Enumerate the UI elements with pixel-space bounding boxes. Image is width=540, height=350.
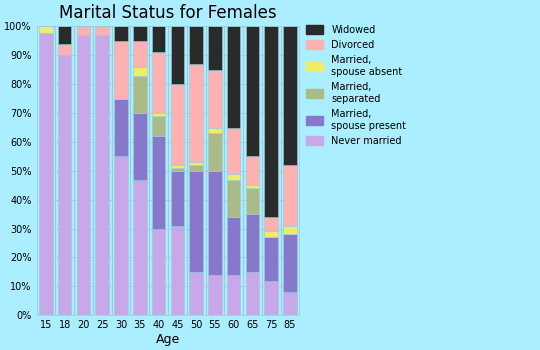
Title: Marital Status for Females: Marital Status for Females xyxy=(59,4,277,22)
Bar xyxy=(133,76,146,113)
Bar xyxy=(133,180,146,315)
Bar xyxy=(171,84,184,165)
Bar xyxy=(208,127,221,133)
Bar xyxy=(246,272,259,315)
Bar xyxy=(246,185,259,188)
Bar xyxy=(246,27,259,156)
Bar xyxy=(114,156,128,315)
Bar xyxy=(96,27,109,35)
Bar xyxy=(246,188,259,214)
Bar xyxy=(152,136,165,229)
Bar xyxy=(284,165,297,226)
Bar xyxy=(265,281,278,315)
Bar xyxy=(133,113,146,180)
Bar xyxy=(190,27,203,64)
Bar xyxy=(171,27,184,84)
Bar xyxy=(133,67,146,76)
Bar xyxy=(152,27,165,52)
Bar xyxy=(171,168,184,171)
Bar xyxy=(227,180,240,217)
Bar xyxy=(77,27,90,35)
Bar xyxy=(208,275,221,315)
Bar xyxy=(190,162,203,165)
X-axis label: Age: Age xyxy=(156,333,180,346)
Bar xyxy=(58,55,71,315)
Bar xyxy=(133,41,146,67)
Bar xyxy=(96,35,109,315)
Bar xyxy=(152,116,165,136)
Bar xyxy=(171,165,184,168)
Bar xyxy=(284,226,297,234)
Bar xyxy=(39,33,53,315)
Bar xyxy=(133,27,146,41)
Bar xyxy=(284,234,297,292)
Bar xyxy=(246,156,259,185)
Bar xyxy=(152,113,165,116)
Bar xyxy=(152,229,165,315)
Bar xyxy=(190,272,203,315)
Bar xyxy=(265,237,278,281)
Bar xyxy=(152,52,165,113)
Bar xyxy=(265,231,278,237)
Bar xyxy=(171,226,184,315)
Bar xyxy=(265,27,278,217)
Bar xyxy=(190,64,203,162)
Bar xyxy=(58,44,71,55)
Bar xyxy=(227,174,240,180)
Bar xyxy=(227,127,240,174)
Bar xyxy=(227,275,240,315)
Bar xyxy=(190,171,203,272)
Legend: Widowed, Divorced, Married,
spouse absent, Married,
separated, Married,
spouse p: Widowed, Divorced, Married, spouse absen… xyxy=(302,21,410,150)
Bar xyxy=(227,27,240,127)
Bar xyxy=(284,292,297,315)
Bar xyxy=(171,171,184,226)
Bar xyxy=(208,70,221,127)
Bar xyxy=(246,214,259,272)
Bar xyxy=(208,27,221,70)
Bar xyxy=(190,165,203,171)
Bar xyxy=(58,27,71,44)
Bar xyxy=(77,35,90,315)
Bar xyxy=(39,27,53,33)
Bar xyxy=(265,217,278,231)
Bar xyxy=(114,41,128,99)
Bar xyxy=(227,217,240,275)
Bar xyxy=(208,171,221,275)
Bar xyxy=(114,27,128,41)
Bar xyxy=(208,133,221,171)
Bar xyxy=(284,27,297,165)
Bar xyxy=(114,99,128,156)
